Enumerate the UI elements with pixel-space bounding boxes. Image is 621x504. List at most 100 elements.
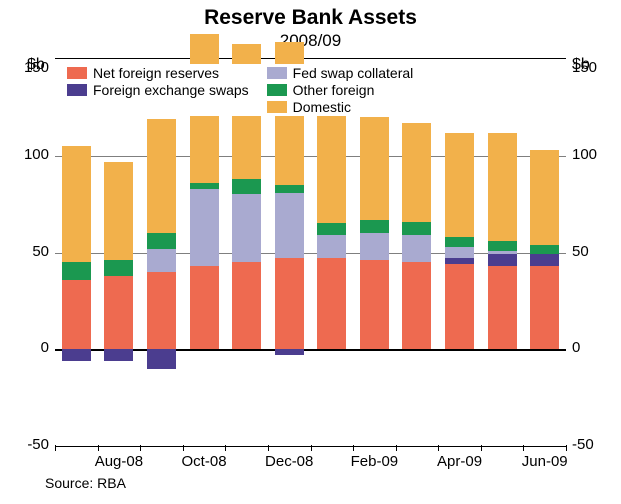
bar-group xyxy=(275,59,304,446)
y-tick-label: 100 xyxy=(24,146,49,163)
bar-segment-other-foreign xyxy=(530,245,559,255)
legend-swatch xyxy=(67,84,87,96)
bar-segment-foreign-exchange-swaps xyxy=(275,349,304,355)
y-tick-label: 50 xyxy=(32,243,49,260)
bar-segment-other-foreign xyxy=(232,179,261,194)
legend-label: Other foreign xyxy=(293,82,375,98)
bar-segment-net-foreign-reserves xyxy=(232,262,261,349)
bar-segment-other-foreign xyxy=(317,223,346,235)
bar-group xyxy=(360,59,389,446)
x-tick-mark xyxy=(353,445,354,451)
x-tick-mark xyxy=(481,445,482,451)
y-tick-label: -50 xyxy=(27,436,49,453)
bar-group xyxy=(62,59,91,446)
bar-segment-net-foreign-reserves xyxy=(317,258,346,349)
x-tick-label: Oct-08 xyxy=(169,453,239,470)
legend-label: Domestic xyxy=(293,99,351,115)
bar-segment-fed-swap-collateral xyxy=(402,235,431,262)
bar-segment-foreign-exchange-swaps xyxy=(62,349,91,361)
bar-group xyxy=(445,59,474,446)
x-tick-mark xyxy=(523,445,524,451)
bar-segment-fed-swap-collateral xyxy=(317,235,346,258)
bar-segment-foreign-exchange-swaps xyxy=(445,258,474,264)
x-tick-mark xyxy=(268,445,269,451)
bar-segment-net-foreign-reserves xyxy=(275,258,304,349)
bar-segment-fed-swap-collateral xyxy=(488,251,517,255)
x-tick-mark xyxy=(55,445,56,451)
legend-item: Domestic xyxy=(267,99,414,115)
bar-segment-fed-swap-collateral xyxy=(147,249,176,272)
legend-swatch xyxy=(267,67,287,79)
bar-segment-net-foreign-reserves xyxy=(147,272,176,349)
bar-segment-net-foreign-reserves xyxy=(360,260,389,349)
legend-swatch xyxy=(267,84,287,96)
bar-segment-other-foreign xyxy=(488,241,517,251)
bar-segment-fed-swap-collateral xyxy=(190,189,219,266)
x-tick-label: Jun-09 xyxy=(510,453,580,470)
bar-segment-net-foreign-reserves xyxy=(402,262,431,349)
bar-group xyxy=(530,59,559,446)
bar-group xyxy=(190,59,219,446)
bar-segment-net-foreign-reserves xyxy=(445,264,474,349)
y-tick-label: 150 xyxy=(24,59,49,76)
y-tick-label: 100 xyxy=(572,146,597,163)
y-tick-label: 0 xyxy=(572,339,580,356)
y-tick-label: 0 xyxy=(41,339,49,356)
legend-swatch xyxy=(267,101,287,113)
bar-segment-other-foreign xyxy=(275,185,304,193)
bar-segment-domestic xyxy=(488,133,517,241)
bar-segment-other-foreign xyxy=(402,222,431,236)
bar-segment-fed-swap-collateral xyxy=(232,194,261,262)
bar-segment-net-foreign-reserves xyxy=(190,266,219,349)
chart-subtitle: 2008/09 xyxy=(0,31,621,51)
bar-segment-other-foreign xyxy=(62,262,91,279)
x-tick-mark xyxy=(566,445,567,451)
y-tick-label: 150 xyxy=(572,59,597,76)
x-tick-mark xyxy=(183,445,184,451)
bar-group xyxy=(317,59,346,446)
x-tick-mark xyxy=(311,445,312,451)
bar-segment-domestic xyxy=(402,123,431,222)
chart-container: Reserve Bank Assets 2008/09 $b $b -50050… xyxy=(0,0,621,504)
bar-group xyxy=(232,59,261,446)
x-tick-label: Dec-08 xyxy=(254,453,324,470)
bar-segment-other-foreign xyxy=(147,233,176,248)
y-tick-label: -50 xyxy=(572,436,594,453)
x-tick-mark xyxy=(140,445,141,451)
bar-segment-foreign-exchange-swaps xyxy=(530,254,559,266)
bar-segment-domestic xyxy=(530,150,559,245)
bar-group xyxy=(147,59,176,446)
bar-segment-other-foreign xyxy=(360,220,389,234)
legend-label: Fed swap collateral xyxy=(293,65,414,81)
y-tick-label: 50 xyxy=(572,243,589,260)
bar-segment-domestic xyxy=(445,133,474,237)
x-tick-mark xyxy=(98,445,99,451)
chart-title: Reserve Bank Assets xyxy=(0,6,621,30)
legend-item: Foreign exchange swaps xyxy=(67,82,249,98)
bar-segment-domestic xyxy=(317,113,346,223)
legend-label: Foreign exchange swaps xyxy=(93,82,249,98)
bar-segment-fed-swap-collateral xyxy=(360,233,389,260)
bar-group xyxy=(104,59,133,446)
bar-segment-domestic xyxy=(104,162,133,261)
legend-item: Net foreign reserves xyxy=(67,65,249,81)
bar-segment-net-foreign-reserves xyxy=(104,276,133,350)
legend-item: Fed swap collateral xyxy=(267,65,414,81)
x-tick-mark xyxy=(225,445,226,451)
x-tick-label: Feb-09 xyxy=(339,453,409,470)
bar-group xyxy=(488,59,517,446)
bar-segment-net-foreign-reserves xyxy=(530,266,559,349)
bar-segment-other-foreign xyxy=(445,237,474,247)
legend-label: Net foreign reserves xyxy=(93,65,219,81)
legend: Net foreign reservesForeign exchange swa… xyxy=(67,64,431,116)
bar-segment-fed-swap-collateral xyxy=(275,193,304,259)
source-text: Source: RBA xyxy=(45,475,126,491)
bar-segment-foreign-exchange-swaps xyxy=(488,254,517,266)
bar-segment-domestic xyxy=(360,117,389,220)
bar-segment-foreign-exchange-swaps xyxy=(147,349,176,368)
legend-item: Other foreign xyxy=(267,82,414,98)
bar-segment-domestic xyxy=(62,146,91,262)
bar-group xyxy=(402,59,431,446)
x-tick-label: Apr-09 xyxy=(425,453,495,470)
x-tick-mark xyxy=(438,445,439,451)
